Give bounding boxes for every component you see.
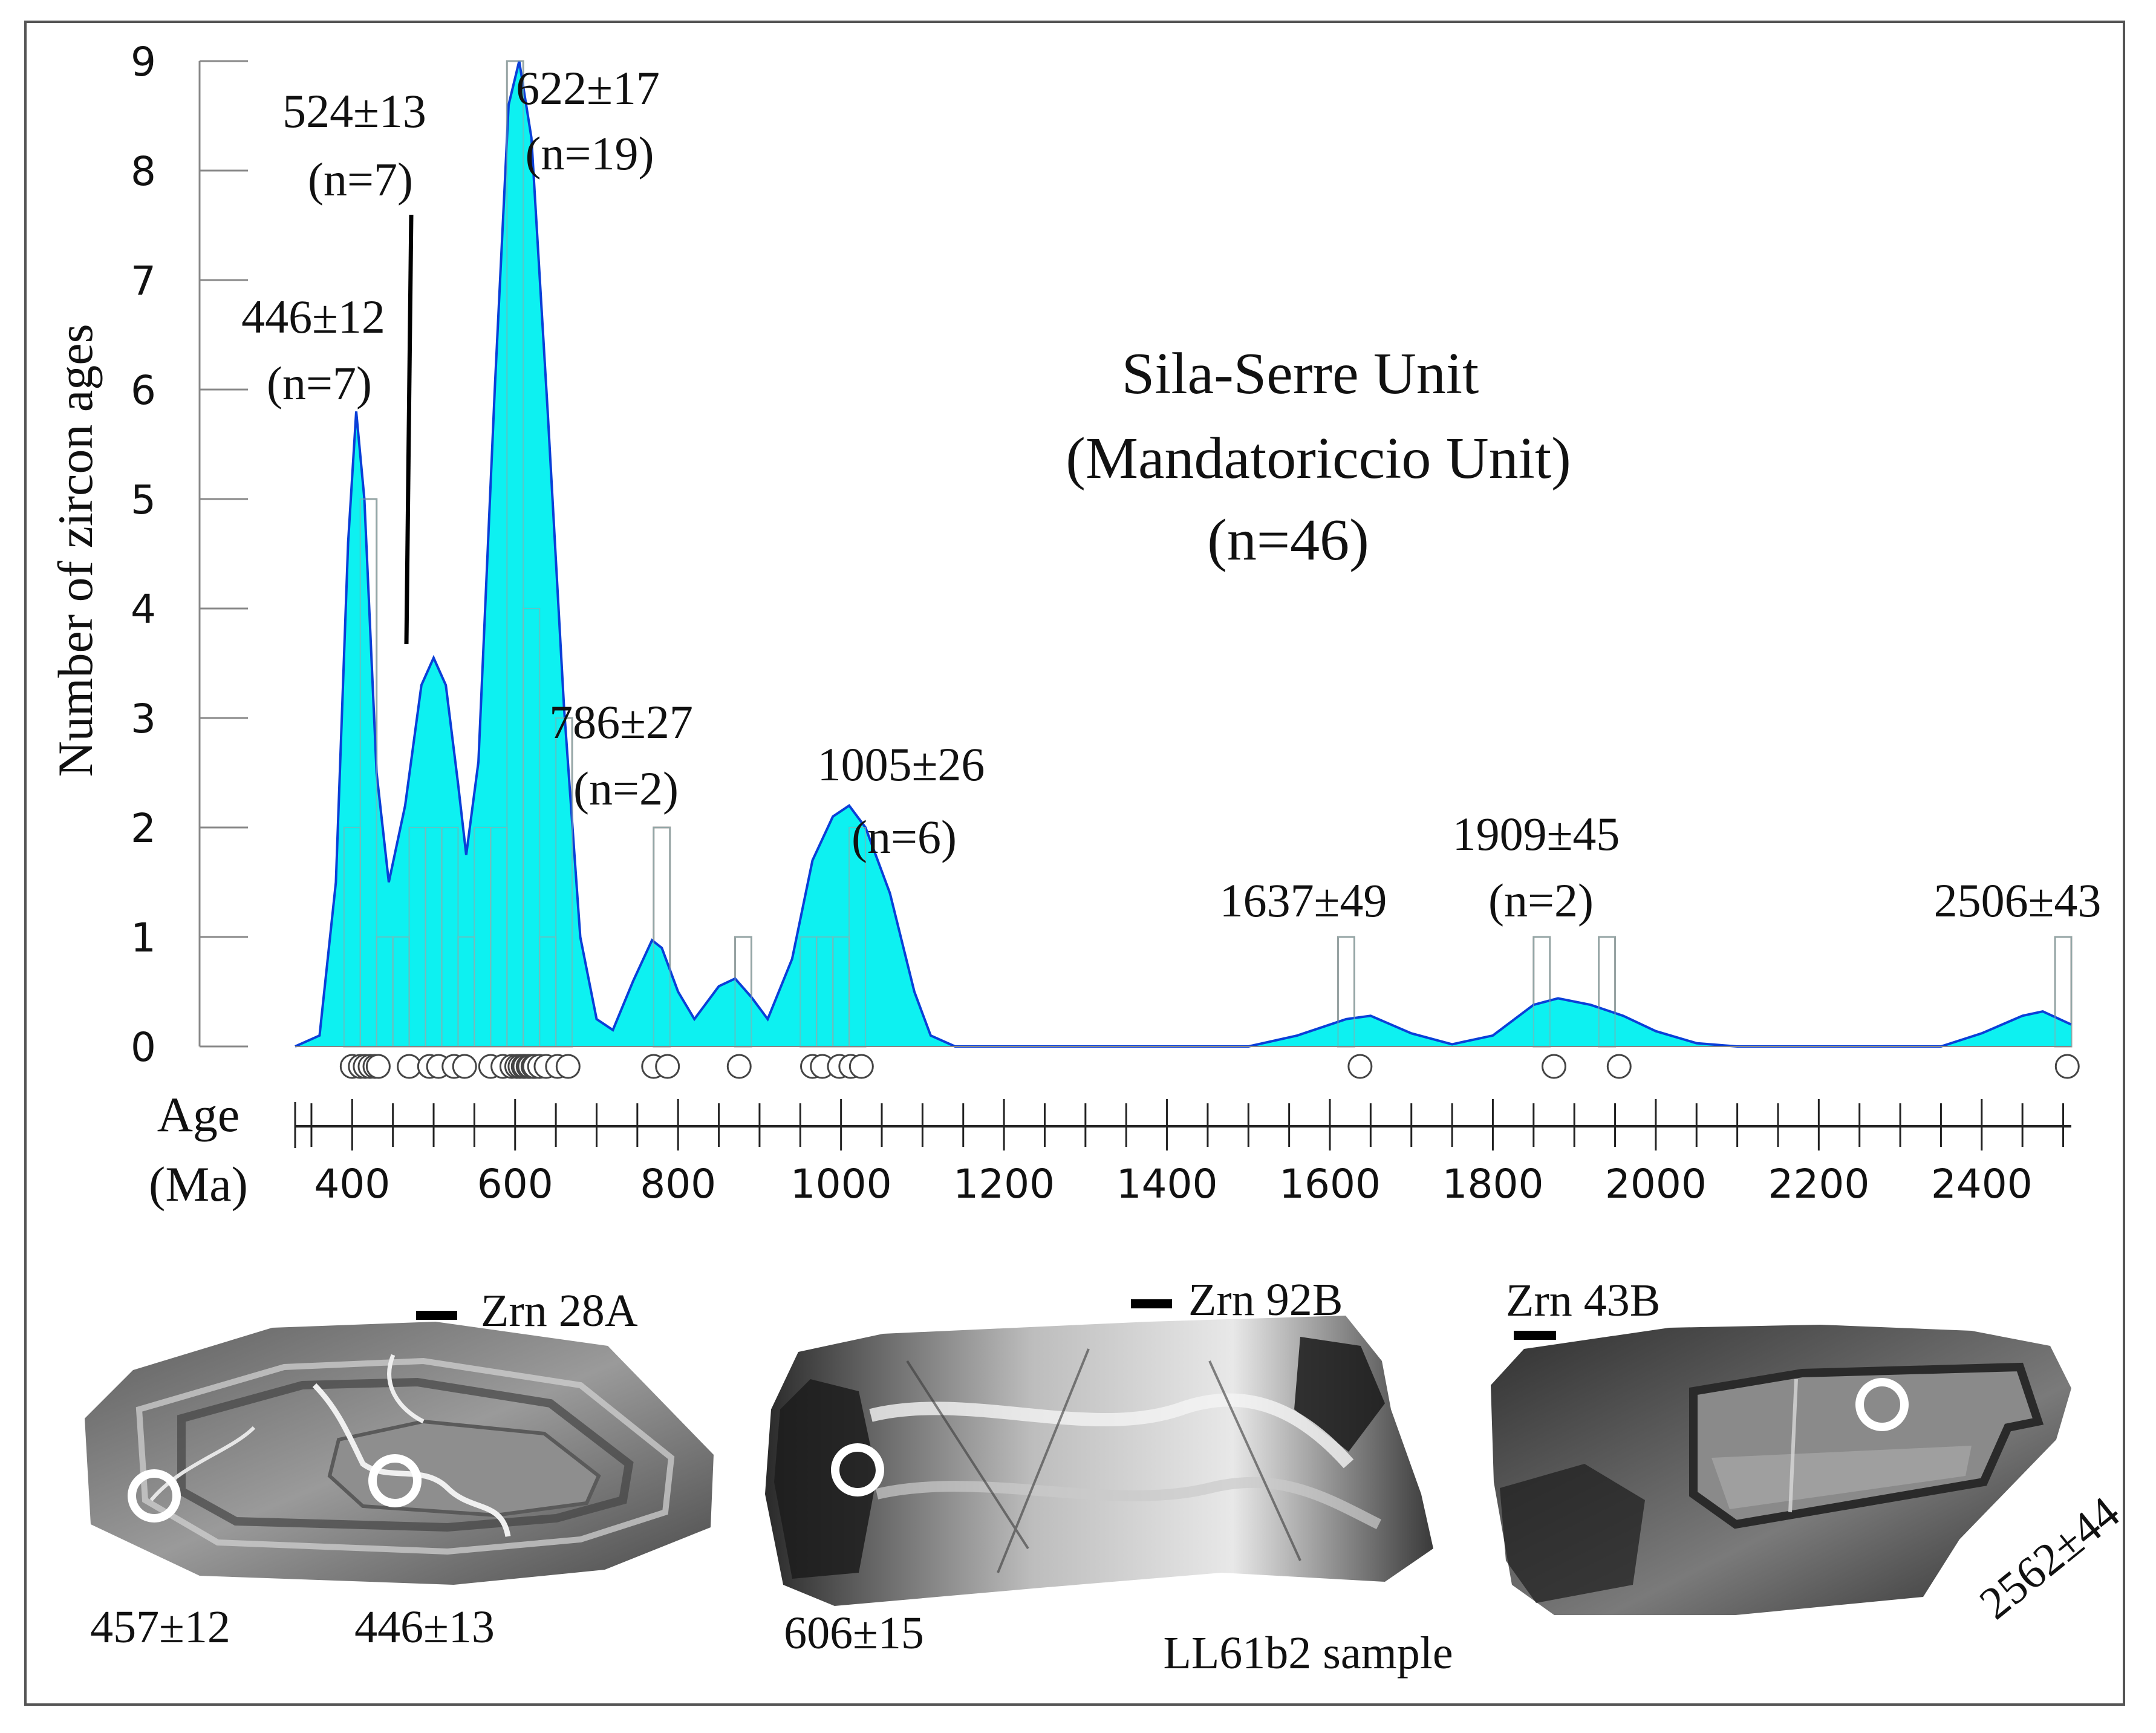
peak-label-446-n: (n=7) bbox=[267, 357, 372, 410]
grain-label-92B: Zrn 92B bbox=[1188, 1274, 1343, 1325]
peak-label-2506: 2506±43 bbox=[1934, 874, 2102, 927]
y-axis-label: Number of zircon ages bbox=[48, 324, 103, 777]
sample-label: LL61b2 sample bbox=[1163, 1628, 1453, 1679]
peak-label-446: 446±12 bbox=[241, 290, 385, 343]
y-tick-label: 7 bbox=[131, 258, 156, 304]
peak-label-1909-n: (n=2) bbox=[1488, 874, 1594, 927]
chart-title-line2: (Mandatoriccio Unit) bbox=[1066, 426, 1571, 491]
figure-frame bbox=[24, 21, 2125, 1706]
sample-age-markers bbox=[339, 1054, 2080, 1079]
spot-age-606: 606±15 bbox=[784, 1608, 924, 1659]
peak-label-1005: 1005±26 bbox=[818, 738, 985, 791]
x-tick-label: 2000 bbox=[1605, 1161, 1707, 1207]
y-tick-label: 9 bbox=[131, 39, 156, 85]
x-axis: 400 600 800 1000 1200 1400 1600 1800 2000 2200 240… bbox=[294, 1099, 2071, 1207]
peak-label-524: 524±13 bbox=[282, 85, 426, 137]
chart-title-line1: Sila-Serre Unit bbox=[1122, 341, 1479, 406]
peak-label-1909: 1909±45 bbox=[1453, 808, 1620, 860]
sample-age-marker bbox=[848, 1054, 874, 1079]
x-tick-label: 2400 bbox=[1931, 1161, 2033, 1207]
x-tick-label: 800 bbox=[640, 1161, 716, 1207]
grain-label-28A: Zrn 28A bbox=[481, 1285, 638, 1336]
x-axis-label-line1: Age bbox=[157, 1087, 240, 1142]
x-tick-label: 1000 bbox=[790, 1161, 892, 1207]
y-tick-label: 6 bbox=[131, 367, 156, 414]
spot-age-2562: 2562±44 bbox=[1970, 1487, 2129, 1629]
zircon-image-28A bbox=[85, 1311, 714, 1585]
grain-label-43B: Zrn 43B bbox=[1506, 1275, 1660, 1326]
sample-age-marker bbox=[452, 1054, 477, 1079]
zircon-image-92B bbox=[765, 1299, 1433, 1606]
peak-label-622-n: (n=19) bbox=[526, 127, 654, 180]
chart-title-line3: (n=46) bbox=[1207, 507, 1369, 573]
sample-age-marker bbox=[1541, 1054, 1566, 1079]
sample-age-marker bbox=[1347, 1054, 1373, 1079]
x-tick-label: 1800 bbox=[1442, 1161, 1543, 1207]
x-tick-label: 1600 bbox=[1279, 1161, 1381, 1207]
sample-age-marker bbox=[365, 1054, 391, 1079]
x-axis-label-line2: (Ma) bbox=[149, 1157, 248, 1212]
sample-age-marker bbox=[655, 1054, 680, 1079]
y-tick-label: 2 bbox=[131, 805, 156, 852]
peak-label-786-n: (n=2) bbox=[573, 762, 679, 815]
y-axis: 0 1 2 3 4 5 6 7 8 9 bbox=[131, 39, 248, 1071]
peak-524-leader-line bbox=[404, 214, 414, 645]
x-tick-label: 400 bbox=[314, 1161, 390, 1207]
y-tick-label: 4 bbox=[131, 586, 156, 633]
x-tick-label: 1200 bbox=[953, 1161, 1055, 1207]
peak-label-622: 622±17 bbox=[516, 62, 660, 114]
sample-age-marker bbox=[555, 1054, 581, 1079]
y-tick-label: 5 bbox=[131, 477, 156, 523]
sample-age-marker bbox=[726, 1054, 752, 1079]
x-tick-label: 2200 bbox=[1768, 1161, 1869, 1207]
density-fill bbox=[295, 61, 2071, 1046]
sample-age-marker bbox=[1606, 1054, 1632, 1079]
y-tick-label: 1 bbox=[131, 915, 156, 961]
spot-age-457: 457±12 bbox=[90, 1602, 230, 1653]
x-tick-label: 1400 bbox=[1116, 1161, 1218, 1207]
peak-label-786: 786±27 bbox=[549, 696, 693, 748]
y-tick-label: 8 bbox=[131, 148, 156, 195]
y-tick-label: 3 bbox=[131, 696, 156, 742]
y-tick-label: 0 bbox=[131, 1024, 156, 1071]
zircon-image-43B bbox=[1491, 1325, 2071, 1615]
peak-label-1005-n: (n=6) bbox=[852, 811, 957, 863]
peak-label-1637: 1637±49 bbox=[1220, 874, 1387, 927]
spot-age-446: 446±13 bbox=[354, 1602, 495, 1653]
sample-age-marker bbox=[2054, 1054, 2080, 1079]
peak-label-524-n: (n=7) bbox=[308, 153, 413, 206]
x-tick-label: 600 bbox=[477, 1161, 553, 1207]
density-curve bbox=[295, 60, 2072, 1048]
